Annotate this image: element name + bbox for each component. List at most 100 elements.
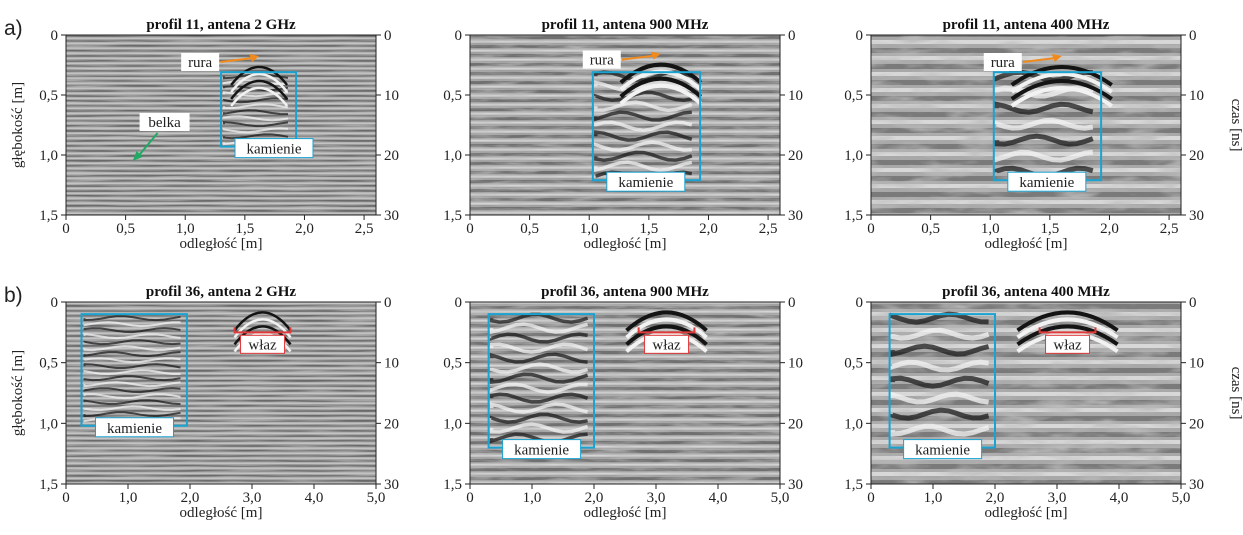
- manhole-label: właz: [1053, 337, 1082, 353]
- reflection-line: [83, 381, 181, 388]
- reflection-line: [890, 407, 990, 421]
- stones-label-bg: [1007, 171, 1087, 192]
- t-tick-label: 0: [384, 28, 392, 44]
- y-axis-label: głębokość [m]: [10, 82, 26, 168]
- x-tick-label: 5,0: [367, 490, 386, 506]
- manhole-label-bg: [1045, 334, 1091, 354]
- manhole-label-bg: [644, 334, 690, 354]
- x-tick-label: 2,0: [295, 221, 314, 237]
- reflection-line: [223, 97, 289, 104]
- t-tick-label: 30: [384, 208, 399, 224]
- hyperbola-reflection: [230, 86, 289, 107]
- stones-label-bg: [903, 439, 983, 460]
- reflection-line: [83, 393, 181, 400]
- x-tick-label: 0: [466, 490, 474, 506]
- t-axis-label: czas [ns]: [1228, 367, 1243, 420]
- x-axis-label: odległość [m]: [985, 236, 1068, 252]
- y-tick-label: 0: [51, 28, 59, 44]
- reflection-line: [223, 109, 289, 116]
- hyperbola-reflection: [1016, 324, 1119, 347]
- hyperbola-reflection: [619, 62, 703, 85]
- reflection-line: [890, 423, 990, 437]
- x-axis-label: odległość [m]: [180, 236, 263, 252]
- panel-frame: [870, 34, 1182, 216]
- manhole-label-bg: [240, 334, 286, 354]
- reflection-line: [83, 315, 181, 322]
- stones-reflections: [593, 70, 693, 182]
- x-tick-label: 1,5: [235, 221, 254, 237]
- x-tick-label: 0: [466, 221, 474, 237]
- reflection-line: [994, 101, 1094, 115]
- reflection-line: [594, 140, 692, 152]
- y-tick-label: 0: [856, 295, 864, 311]
- hyperbola-reflection: [1016, 317, 1119, 340]
- pipe-arrow: [621, 54, 655, 61]
- y-tick-label: 0,5: [844, 88, 863, 104]
- stones-reflections: [83, 315, 181, 424]
- reflection-line: [890, 311, 989, 325]
- x-tick-label: 1,5: [1040, 221, 1059, 237]
- t-tick-label: 20: [384, 148, 399, 164]
- y-tick-label: 0: [455, 28, 463, 44]
- x-tick-label: 1,5: [639, 221, 658, 237]
- x-tick-label: 1,0: [580, 221, 599, 237]
- reflection-line: [83, 399, 181, 406]
- x-tick-label: 1,0: [176, 221, 195, 237]
- pipe-arrowhead: [1051, 54, 1062, 62]
- pipe-label: rura: [590, 53, 614, 69]
- t-tick-label: 30: [1189, 208, 1204, 224]
- reflection-line: [994, 149, 1094, 163]
- reflection-line: [83, 405, 181, 412]
- pipe-label: rura: [991, 55, 1015, 71]
- y-tick-label: 0,5: [39, 356, 58, 372]
- x-tick-label: 2,0: [699, 221, 718, 237]
- x-tick-label: 2,0: [986, 490, 1005, 506]
- t-tick-label: 0: [788, 295, 796, 311]
- reflection-line: [489, 342, 589, 354]
- panel-r1-c1: profil 36, antena 900 MHz 0 1,0 2,0 3,0 4,0 5,…: [443, 284, 803, 521]
- t-tick-label: 10: [384, 356, 399, 372]
- x-tick-label: 2,0: [585, 490, 604, 506]
- t-tick-label: 20: [788, 148, 803, 164]
- x-tick-label: 5,0: [771, 490, 790, 506]
- reflection-line: [890, 343, 990, 358]
- panel-r0-c1: profil 11, antena 900 MHz 0 0,5 1,0 1,5 2,0 2,…: [443, 17, 803, 252]
- reflection-line: [489, 402, 589, 414]
- hyperbola-reflection: [625, 324, 708, 346]
- hyperbola-reflection: [619, 76, 703, 99]
- hyperbola-reflection: [625, 317, 708, 339]
- x-tick-label: 4,0: [305, 490, 324, 506]
- x-tick-label: 1,0: [924, 490, 943, 506]
- reflection-line: [594, 120, 693, 132]
- reflection-line: [83, 339, 181, 346]
- row-label-0: a): [4, 17, 23, 40]
- manhole-bracket: [637, 327, 696, 334]
- panel-r1-c0: profil 36, antena 2 GHz 0 1,0 2,0 3,0 4,0 5,0 o…: [10, 284, 399, 521]
- reflection-line: [223, 79, 289, 86]
- reflection-line: [594, 160, 693, 173]
- reflection-line: [489, 422, 589, 434]
- pipe-arrow: [220, 57, 254, 63]
- hyperbola-reflection: [233, 332, 292, 353]
- reflection-line: [994, 117, 1094, 131]
- stones-label: kamienie: [107, 421, 162, 437]
- t-tick-label: 30: [384, 477, 399, 493]
- beam-arrow: [136, 132, 159, 158]
- x-tick-label: 3,0: [1048, 490, 1067, 506]
- panel-title: profil 11, antena 2 GHz: [146, 17, 296, 33]
- pipe-label-bg: [582, 50, 621, 69]
- x-axis-label: odległość [m]: [180, 505, 263, 521]
- t-tick-label: 10: [788, 88, 803, 104]
- manhole-label: właz: [248, 337, 277, 353]
- pipe-arrowhead: [249, 54, 260, 62]
- pipe-arrowhead: [650, 51, 661, 60]
- radargram-texture: [66, 302, 376, 484]
- stones-label: kamienie: [915, 443, 970, 459]
- y-tick-label: 0,5: [443, 356, 462, 372]
- y-tick-label: 1,0: [443, 148, 462, 164]
- stones-reflections: [890, 311, 990, 437]
- panel-title: profil 36, antena 900 MHz: [541, 284, 709, 300]
- pipe-label-bg: [983, 53, 1022, 71]
- reflection-line: [994, 133, 1094, 147]
- reflection-line: [594, 150, 693, 162]
